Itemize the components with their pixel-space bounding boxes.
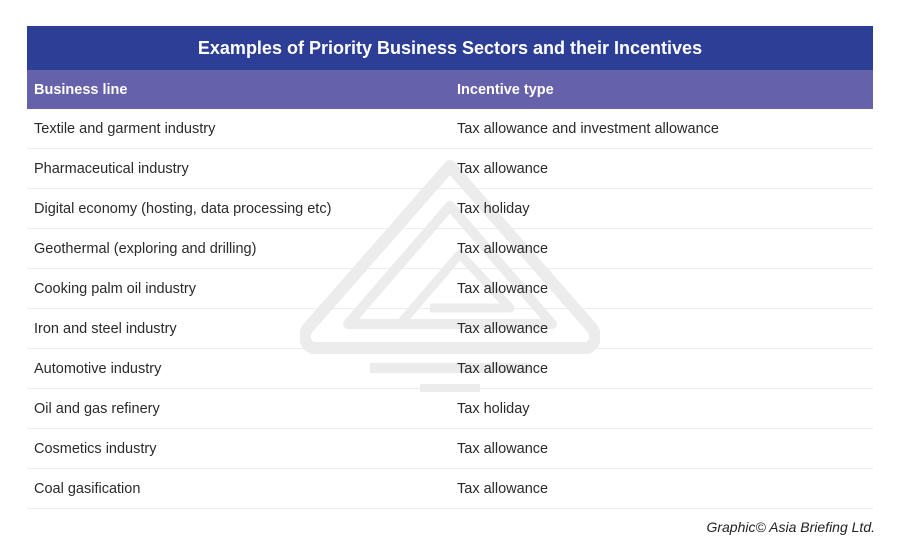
- incentive-type-cell: Tax allowance: [457, 440, 549, 457]
- business-line-cell: Cosmetics industry: [34, 440, 157, 457]
- incentive-type-cell: Tax allowance: [457, 360, 549, 377]
- incentive-type-cell: Tax allowance: [457, 280, 549, 297]
- table-row: Oil and gas refinery Tax holiday: [27, 389, 873, 429]
- business-line-cell: Oil and gas refinery: [34, 400, 160, 417]
- incentive-type-cell: Tax allowance: [457, 240, 549, 257]
- table-row: Textile and garment industry Tax allowan…: [27, 109, 873, 149]
- incentive-type-cell: Tax holiday: [457, 200, 530, 217]
- table-row: Cosmetics industry Tax allowance: [27, 429, 873, 469]
- business-line-cell: Iron and steel industry: [34, 320, 177, 337]
- table-title: Examples of Priority Business Sectors an…: [27, 26, 873, 70]
- business-line-cell: Cooking palm oil industry: [34, 280, 196, 297]
- header-business-line: Business line: [34, 81, 128, 98]
- table-row: Geothermal (exploring and drilling) Tax …: [27, 229, 873, 269]
- table-header-row: Business line Incentive type: [27, 70, 873, 109]
- graphic-credit: Graphic© Asia Briefing Ltd.: [706, 519, 875, 535]
- table-row: Iron and steel industry Tax allowance: [27, 309, 873, 349]
- business-line-cell: Textile and garment industry: [34, 120, 216, 137]
- incentive-type-cell: Tax allowance and investment allowance: [457, 120, 719, 137]
- incentive-type-cell: Tax allowance: [457, 320, 549, 337]
- business-line-cell: Automotive industry: [34, 360, 162, 377]
- table-row: Pharmaceutical industry Tax allowance: [27, 149, 873, 189]
- table-row: Automotive industry Tax allowance: [27, 349, 873, 389]
- incentive-type-cell: Tax allowance: [457, 160, 549, 177]
- business-line-cell: Pharmaceutical industry: [34, 160, 189, 177]
- table-row: Coal gasification Tax allowance: [27, 469, 873, 509]
- incentive-type-cell: Tax holiday: [457, 400, 530, 417]
- header-incentive-type: Incentive type: [457, 81, 554, 98]
- incentive-type-cell: Tax allowance: [457, 480, 549, 497]
- table-row: Digital economy (hosting, data processin…: [27, 189, 873, 229]
- business-line-cell: Coal gasification: [34, 480, 141, 497]
- business-line-cell: Digital economy (hosting, data processin…: [34, 200, 332, 217]
- table-row: Cooking palm oil industry Tax allowance: [27, 269, 873, 309]
- incentives-table: Examples of Priority Business Sectors an…: [27, 26, 873, 509]
- business-line-cell: Geothermal (exploring and drilling): [34, 240, 257, 257]
